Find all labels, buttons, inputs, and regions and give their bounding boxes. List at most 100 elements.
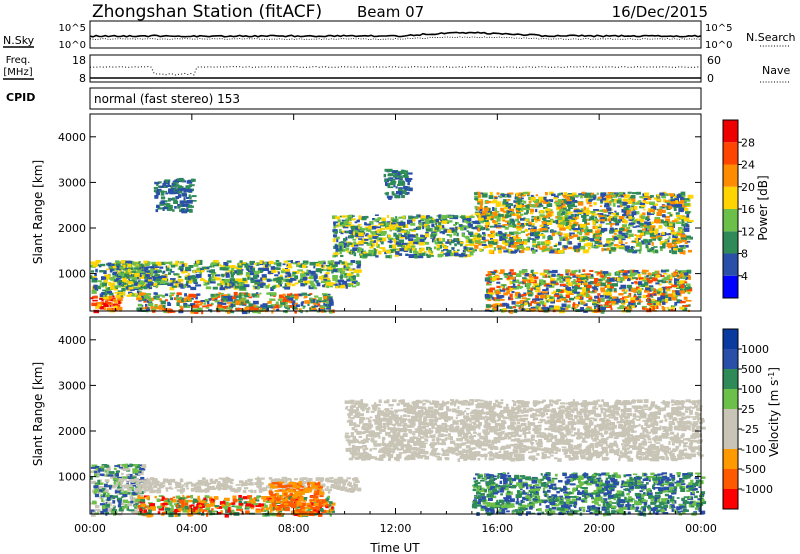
power-cells-cell xyxy=(508,220,511,224)
power-cells-cell xyxy=(191,178,195,182)
power-cells-cell xyxy=(102,289,108,292)
power-cells-cell xyxy=(531,215,535,218)
power-cells-cell xyxy=(627,304,630,307)
power-cells-cell xyxy=(379,240,384,243)
vel-cells-cell xyxy=(134,504,137,508)
power-cells-cell xyxy=(354,221,358,224)
power-cells-cell xyxy=(265,304,272,309)
power-cells-cell xyxy=(613,288,617,292)
date-label: 16/Dec/2015 xyxy=(612,3,708,21)
power-cells-cell xyxy=(618,240,623,244)
power-cells-cell xyxy=(323,296,329,300)
power-cells-cell xyxy=(653,234,656,238)
power-cells-cell xyxy=(522,191,529,195)
vel-cells-cell xyxy=(108,471,114,474)
power-cells-cell xyxy=(543,249,548,252)
power-cells-cell xyxy=(602,271,609,274)
power-cells-cell xyxy=(188,204,192,207)
power-cells-cell xyxy=(613,214,619,217)
power-cells-cell xyxy=(306,273,310,276)
power-cells-cell xyxy=(654,228,658,231)
power-cells-cell xyxy=(642,279,648,282)
power-cells-cell xyxy=(580,302,583,305)
power-cells-cell xyxy=(409,240,415,243)
power-cells-cell xyxy=(438,216,442,221)
power-cells-cell xyxy=(474,195,478,198)
power-cells-cell xyxy=(369,246,374,249)
power-cells-cell xyxy=(396,229,401,232)
power-cells-cell xyxy=(557,273,561,277)
power-cells-cell xyxy=(185,186,191,189)
power-cells-cell xyxy=(502,219,506,222)
power-cells-cell xyxy=(594,236,601,240)
power-cells-cell xyxy=(599,236,602,241)
power-cells-cell xyxy=(465,254,472,258)
power-cells-cell xyxy=(598,213,602,218)
power-cells-cell xyxy=(394,194,400,199)
power-cells-cell xyxy=(407,243,411,248)
power-cells-cell xyxy=(632,207,636,211)
power-cells-cell xyxy=(581,191,586,194)
vel-cells-cell xyxy=(104,503,110,508)
power-cells-cell xyxy=(353,230,359,233)
power-cells-cell xyxy=(620,202,623,206)
power-cells-cell xyxy=(130,271,137,273)
power-cells-cell xyxy=(355,242,359,246)
power-cells-cell xyxy=(420,234,424,238)
power-cells-cell xyxy=(218,292,221,295)
power-cells-cell xyxy=(560,289,564,293)
power-cells-cell xyxy=(180,261,184,263)
power-cells-cell xyxy=(638,218,645,223)
power-cells-cell xyxy=(154,274,160,277)
power-cells-cell xyxy=(549,306,554,310)
power-cells-cell xyxy=(403,186,408,190)
power-cells-cell xyxy=(441,225,445,228)
power-cells-cell xyxy=(580,276,585,280)
colorbar-swatch xyxy=(723,209,738,232)
vel-cells-cell xyxy=(102,508,108,512)
power-cells-cell xyxy=(254,294,260,298)
power-cells-cell xyxy=(113,262,117,265)
power-cells-cell xyxy=(451,247,455,250)
power-cells-cell xyxy=(668,205,673,210)
power-cells-cell xyxy=(594,218,599,222)
power-cells-cell xyxy=(269,305,273,308)
power-cells-cell xyxy=(509,249,513,253)
power-cells-cell xyxy=(677,221,684,224)
power-cells-cell xyxy=(364,226,369,229)
power-cells-cell xyxy=(636,302,641,305)
power-cells-cell xyxy=(335,286,339,289)
power-cells-cell xyxy=(641,305,647,308)
power-cells-cell xyxy=(619,298,625,300)
power-cells-cell xyxy=(321,277,324,281)
power-cells-cell xyxy=(522,239,528,243)
power-cells-cell xyxy=(622,214,627,217)
power-cells-cell xyxy=(639,249,642,251)
power-cells-cell xyxy=(375,226,381,229)
power-cells-cell xyxy=(670,201,676,205)
vel-cells-cell xyxy=(129,463,133,468)
power-cells-cell xyxy=(178,185,183,189)
power-cells-cell xyxy=(153,292,158,295)
power-cells-cell xyxy=(470,214,474,217)
power-cells-cell xyxy=(371,231,375,235)
power-cells-cell xyxy=(311,305,315,308)
power-cells-cell xyxy=(639,196,644,199)
power-cells-cell xyxy=(381,232,386,236)
power-cells-cell xyxy=(314,287,318,290)
power-cells-cell xyxy=(585,198,590,203)
power-cells-cell xyxy=(481,210,487,214)
vel-cells-cell xyxy=(131,476,137,480)
power-cells-cell xyxy=(137,286,142,290)
power-cells-cell xyxy=(393,238,396,243)
power-cells-cell xyxy=(253,307,259,311)
vel-cells-cell xyxy=(115,470,120,473)
power-cells-cell xyxy=(244,295,250,298)
power-cells-cell xyxy=(515,218,519,222)
power-cells-cell xyxy=(160,300,166,305)
power-cells-cell xyxy=(148,277,153,280)
power-cells-cell xyxy=(485,221,491,226)
vel-cells-cell xyxy=(94,470,98,474)
power-cells-cell xyxy=(667,245,674,249)
power-cells-cell xyxy=(521,241,525,244)
